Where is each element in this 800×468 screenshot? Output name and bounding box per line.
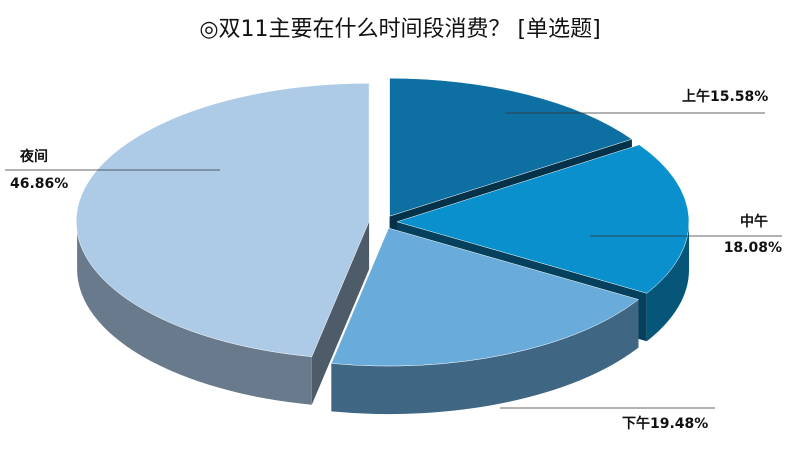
category-label: 夜间 [19,148,48,165]
value-label: 15.58% [710,89,768,105]
value-label: 18.08% [724,240,782,256]
pie-slice [396,144,690,294]
category-label: 中午 [740,213,768,230]
chart-title: ◎双11主要在什么时间段消费？ [单选题] [199,17,600,42]
category-label: 下午 [622,415,650,432]
slice-side [311,221,370,405]
value-label: 46.86% [10,176,68,192]
slice-wall [331,299,639,415]
value-label: 19.48% [650,416,708,432]
category-label: 上午 [682,88,710,105]
slice-wall [646,221,690,342]
pie-slice [76,83,370,357]
pie-slice [331,227,640,367]
slice-wall [77,221,312,405]
